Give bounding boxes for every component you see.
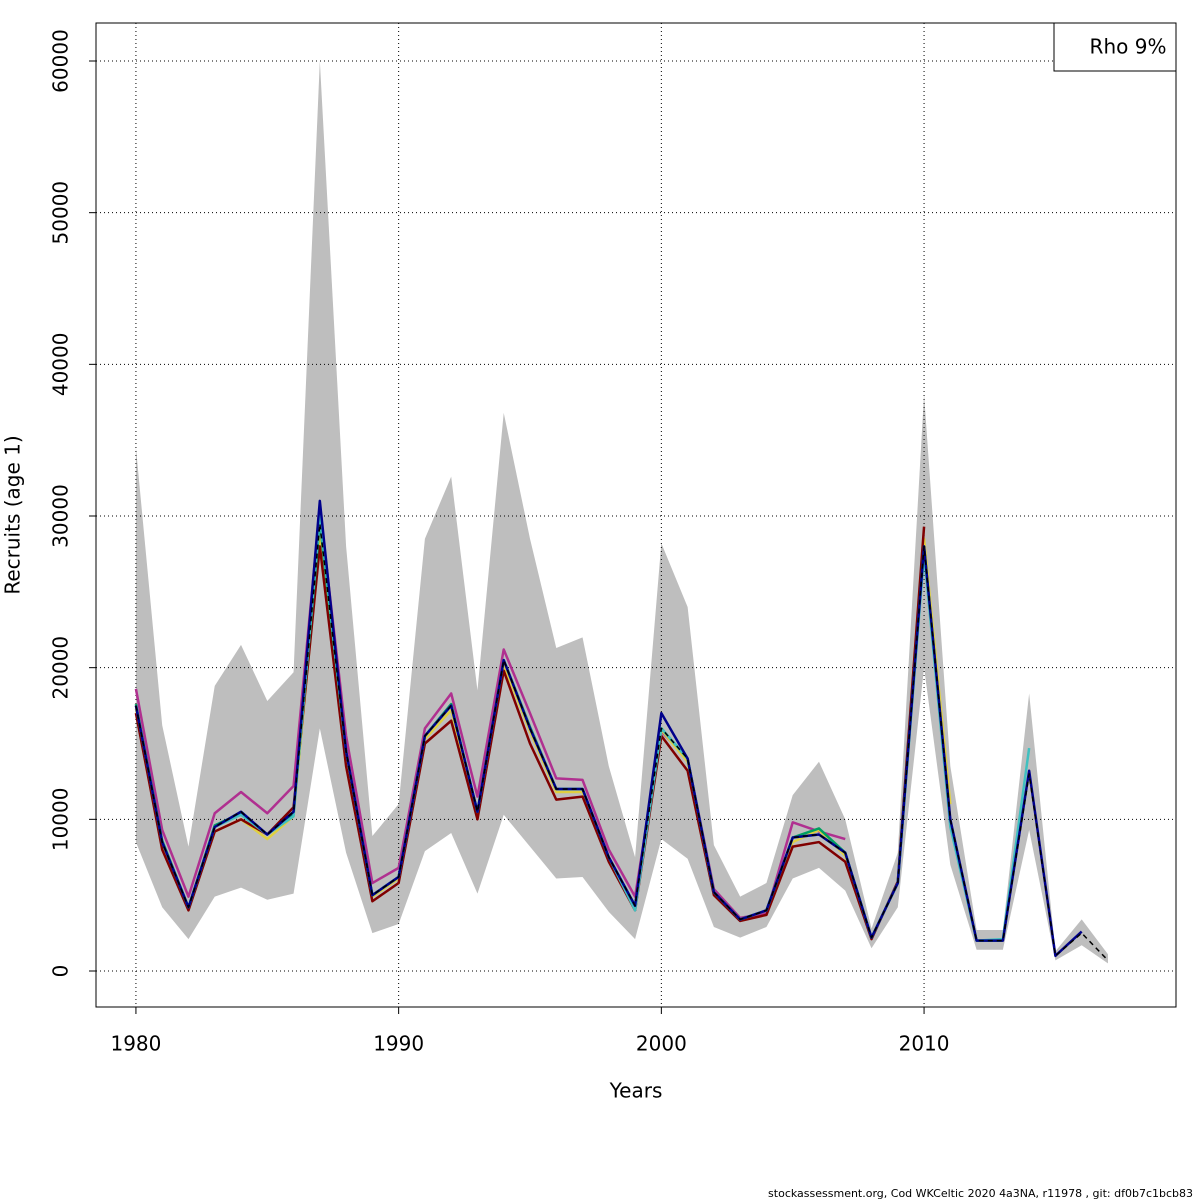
x-tick-label: 2010 <box>899 1032 950 1056</box>
y-tick-label: 0 <box>49 965 73 978</box>
legend-text: Rho 9% <box>1090 35 1167 59</box>
y-axis-label: Recruits (age 1) <box>1 435 25 594</box>
y-tick-label: 10000 <box>49 788 73 852</box>
y-tick-label: 20000 <box>49 636 73 700</box>
footer: stockassessment.org, Cod WKCeltic 2020 4… <box>768 1187 1193 1200</box>
legend-box <box>1053 22 1177 72</box>
x-tick-label: 1990 <box>373 1032 424 1056</box>
x-axis-label: Years <box>609 1079 663 1103</box>
x-tick-label: 2000 <box>636 1032 687 1056</box>
series-line <box>135 522 1109 961</box>
y-tick-label: 40000 <box>49 333 73 397</box>
y-tick-label: 30000 <box>49 484 73 548</box>
series-line <box>134 507 846 920</box>
x-tick-label: 1980 <box>110 1032 161 1056</box>
y-tick-label: 60000 <box>49 29 73 93</box>
plot-frame <box>95 22 1177 1008</box>
y-tick-label: 50000 <box>49 181 73 245</box>
plot-content <box>96 23 1176 1007</box>
